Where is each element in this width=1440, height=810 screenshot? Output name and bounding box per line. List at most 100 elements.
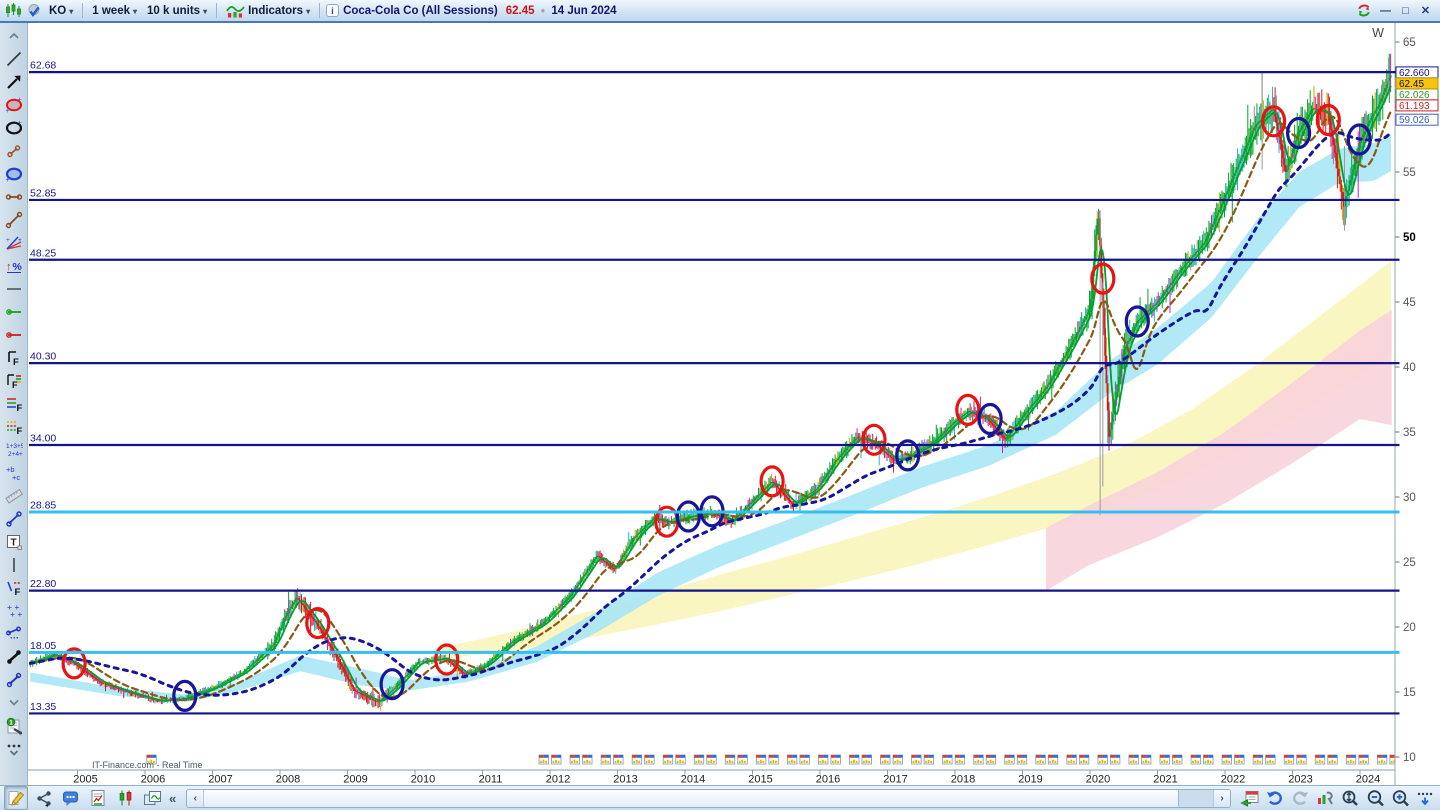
segment-diagonal-tool[interactable] bbox=[1, 208, 27, 231]
ruler-tool[interactable] bbox=[1, 484, 27, 507]
event-marker-icon[interactable] bbox=[911, 754, 922, 765]
price-chart[interactable]: 62.68 52.85 48.25 40.30 34.00 28.85 22.80 18.05… bbox=[28, 23, 1440, 786]
event-marker-icon[interactable] bbox=[923, 754, 934, 765]
event-marker-icon[interactable] bbox=[787, 754, 798, 765]
event-marker-icon[interactable] bbox=[1234, 754, 1245, 765]
segment-black-tool[interactable] bbox=[1, 645, 27, 668]
text-tool-tool[interactable]: T bbox=[1, 530, 27, 553]
units-dropdown[interactable]: 10 k units ▾ bbox=[144, 4, 210, 18]
abcd-pattern-tool[interactable]: +b +c bbox=[1, 461, 27, 484]
chart-notes-tool[interactable]: 1 bbox=[1, 714, 27, 737]
event-marker-icon[interactable] bbox=[1004, 754, 1015, 765]
calendar-step-button[interactable] bbox=[1239, 787, 1261, 809]
collapse-left-icon[interactable]: « bbox=[169, 790, 177, 806]
share-button[interactable] bbox=[33, 787, 55, 809]
event-marker-icon[interactable] bbox=[146, 754, 157, 765]
ma-fast-line[interactable] bbox=[29, 85, 1392, 702]
event-marker-icon[interactable] bbox=[600, 754, 611, 765]
symbol-dropdown[interactable]: KO ▾ bbox=[46, 4, 76, 18]
more-tools-tool[interactable] bbox=[1, 737, 27, 760]
zoom-out-button[interactable] bbox=[1364, 787, 1386, 809]
event-marker-icon[interactable] bbox=[1016, 754, 1028, 765]
event-marker-icon[interactable] bbox=[942, 754, 953, 765]
event-marker-icon[interactable] bbox=[1296, 754, 1307, 765]
event-marker-icon[interactable] bbox=[1376, 754, 1388, 765]
event-marker-icon[interactable] bbox=[551, 754, 562, 765]
event-marker-icon[interactable] bbox=[675, 754, 686, 765]
ellipse-annotation-red[interactable] bbox=[1315, 103, 1341, 137]
event-marker-icon[interactable] bbox=[569, 754, 580, 765]
ellipse-annotation-blue[interactable] bbox=[977, 402, 1003, 436]
event-marker-icon[interactable] bbox=[1035, 754, 1046, 765]
report-button[interactable] bbox=[87, 787, 109, 809]
event-marker-icon[interactable] bbox=[755, 754, 767, 765]
event-marker-icon[interactable] bbox=[985, 754, 997, 765]
info-icon[interactable]: i bbox=[326, 4, 340, 17]
ellipse-annotation-blue[interactable] bbox=[675, 500, 702, 533]
zoom-in-button[interactable] bbox=[1389, 787, 1411, 809]
segment-dotted-tool[interactable]: ··· bbox=[1, 622, 27, 645]
hline-red-tool[interactable] bbox=[1, 323, 27, 346]
settings-wrench-button[interactable] bbox=[1314, 787, 1336, 809]
timeframe-dropdown[interactable]: 1 week ▾ bbox=[89, 4, 140, 18]
scrollbar-thumb[interactable] bbox=[204, 789, 1179, 807]
price-tag-level[interactable]: 62.660 bbox=[1395, 66, 1439, 79]
event-marker-icon[interactable] bbox=[582, 754, 593, 765]
event-marker-icon[interactable] bbox=[644, 754, 655, 765]
event-marker-icon[interactable] bbox=[1128, 754, 1139, 765]
scroll-left-button[interactable]: ‹ bbox=[187, 789, 205, 807]
event-marker-icon[interactable] bbox=[1283, 754, 1295, 765]
ellipse-red-tool[interactable]: + + bbox=[1, 93, 27, 116]
ellipse-annotation-red[interactable] bbox=[1260, 105, 1287, 138]
ellipse-annotation-red[interactable] bbox=[861, 423, 887, 456]
segment-horizontal-tool[interactable] bbox=[1, 185, 27, 208]
ellipse-annotation-red[interactable] bbox=[61, 647, 87, 680]
event-marker-icon[interactable] bbox=[1221, 754, 1232, 765]
fib-levels-2-tool[interactable]: F bbox=[1, 415, 27, 438]
ellipse-annotation-blue[interactable] bbox=[172, 679, 198, 713]
ellipse-annotation-red[interactable] bbox=[759, 465, 785, 498]
elliott-wave-tool[interactable]: 1+3+5+2+4+ bbox=[1, 438, 27, 461]
event-marker-icon[interactable] bbox=[1141, 754, 1152, 765]
collapse-down-tool[interactable] bbox=[1, 691, 27, 714]
event-marker-icon[interactable] bbox=[538, 754, 549, 765]
event-marker-icon[interactable] bbox=[799, 754, 810, 765]
scroll-right-button[interactable]: › bbox=[1213, 789, 1230, 807]
ellipse-annotation-blue[interactable] bbox=[1346, 123, 1372, 156]
event-marker-icon[interactable] bbox=[1327, 754, 1338, 765]
percent-change-tool[interactable]: ↑% bbox=[1, 254, 27, 277]
event-marker-icon[interactable] bbox=[861, 754, 872, 765]
event-marker-icon[interactable] bbox=[613, 754, 624, 765]
price-tag-ma-slow[interactable]: 59.026 bbox=[1395, 113, 1439, 126]
trend-line-tool[interactable] bbox=[1, 47, 27, 70]
time-scrollbar[interactable]: ‹ › bbox=[186, 788, 1231, 808]
event-marker-icon[interactable] bbox=[1159, 754, 1170, 765]
event-marker-icon[interactable] bbox=[1265, 754, 1276, 765]
workspace-button[interactable] bbox=[141, 787, 163, 809]
close-button[interactable]: ✕ bbox=[1420, 5, 1431, 17]
event-marker-icon[interactable] bbox=[1358, 754, 1369, 765]
event-marker-icon[interactable] bbox=[706, 754, 717, 765]
segment-blue-tool[interactable] bbox=[1, 507, 27, 530]
event-marker-icon[interactable] bbox=[1203, 754, 1214, 765]
ellipse-blue-tool[interactable]: + bbox=[1, 162, 27, 185]
plus-cluster-tool[interactable]: + + + + bbox=[1, 599, 27, 622]
event-marker-icon[interactable] bbox=[973, 754, 984, 765]
plot-area[interactable] bbox=[29, 53, 1399, 765]
ellipse-annotation-red[interactable] bbox=[434, 643, 460, 676]
event-marker-icon[interactable] bbox=[818, 754, 829, 765]
scroll-right-edge-button[interactable] bbox=[1414, 787, 1436, 809]
event-marker-icon[interactable] bbox=[1078, 754, 1090, 765]
event-marker-icon[interactable] bbox=[1047, 754, 1059, 765]
event-marker-icon[interactable] bbox=[1097, 754, 1108, 765]
event-marker-icon[interactable] bbox=[880, 754, 891, 765]
event-marker-icon[interactable] bbox=[768, 754, 779, 765]
ellipse-annotation-blue[interactable] bbox=[895, 439, 921, 472]
event-marker-icon[interactable] bbox=[631, 754, 643, 765]
event-marker-icon[interactable] bbox=[1172, 754, 1183, 765]
price-tag-last[interactable]: 62.45 bbox=[1395, 77, 1439, 90]
ellipse-annotation-blue[interactable] bbox=[1285, 116, 1312, 150]
restore-button[interactable]: □ bbox=[1402, 4, 1409, 17]
event-marker-icon[interactable] bbox=[1252, 754, 1264, 765]
ellipse-black-tool[interactable]: + bbox=[1, 116, 27, 139]
